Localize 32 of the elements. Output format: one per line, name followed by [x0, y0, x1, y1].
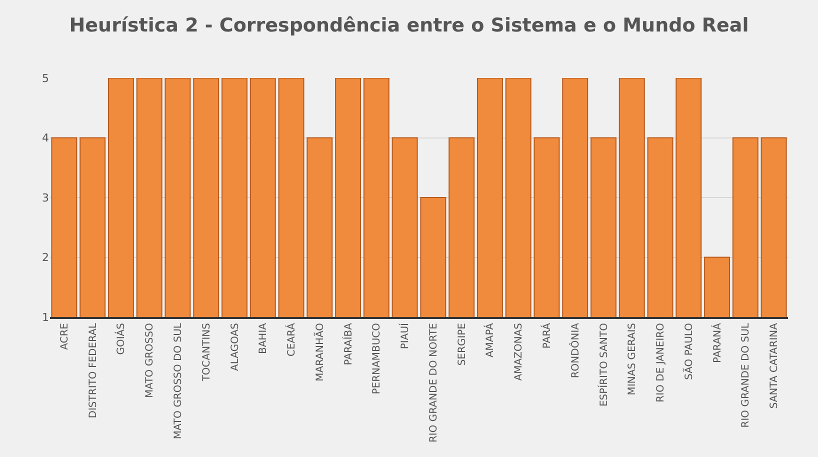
x-tick-label: RIO GRANDE DO SUL [740, 322, 752, 428]
x-tick-label: SÃO PAULO [682, 322, 695, 380]
x-tick-label: SERGIPE [456, 323, 468, 366]
x-tick-label: AMAPÁ [483, 322, 496, 358]
x-tick-label: TOCANTINS [201, 323, 212, 382]
y-tick-label: 4 [42, 132, 49, 145]
y-tick-label: 1 [42, 310, 49, 324]
chart-title: Heurística 2 - Correspondência entre o Sistema e o Mundo Real [69, 14, 749, 37]
x-tick-label: CEARÁ [284, 322, 298, 357]
x-tick-label: MARANHÃO [312, 322, 326, 382]
x-tick-label: RONDÔNIA [568, 322, 582, 378]
x-tick-label: RIO DE JANEIRO [656, 322, 667, 402]
x-tick-label: PARÁ [540, 322, 553, 349]
y-tick-label: 5 [42, 72, 49, 85]
x-tick-label: BAHIA [258, 322, 270, 354]
x-tick-label: MATO GROSSO [144, 322, 156, 398]
x-tick-label: PARAÍBA [341, 322, 354, 366]
x-tick-label: PARANÁ [710, 322, 724, 363]
y-tick-label: 2 [42, 251, 49, 264]
x-tick-label: ESPÍRITO SANTO [596, 322, 610, 407]
y-tick-label: 3 [42, 191, 49, 204]
x-tick-label: MINAS GERAIS [627, 323, 638, 396]
x-tick-label: ACRE [59, 323, 70, 350]
x-tick-label: DISTRITO FEDERAL [88, 322, 99, 418]
x-tick-label: AMAZONAS [514, 323, 525, 381]
x-tick-label: RIO GRANDE DO NORTE [428, 323, 440, 443]
x-tick-label: GOIÁS [114, 323, 128, 355]
x-tick-label: ALAGOAS [230, 323, 241, 371]
x-tick-label: PIAUÍ [398, 322, 412, 350]
x-tick-label: PERNAMBUCO [372, 322, 383, 394]
x-tick-label: SANTA CATARINA [769, 322, 780, 409]
x-tick-label: MATO GROSSO DO SUL [172, 322, 184, 440]
